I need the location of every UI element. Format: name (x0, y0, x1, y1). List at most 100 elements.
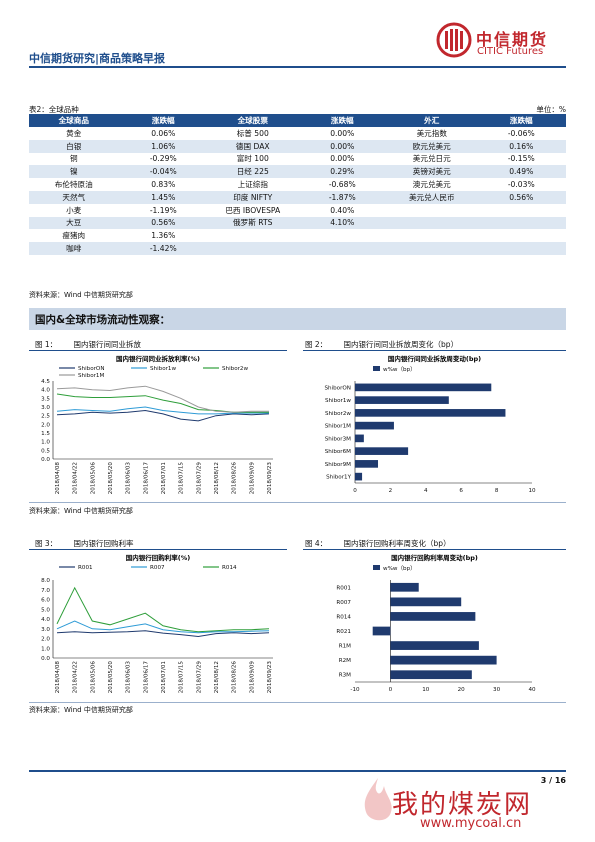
table-cell: 美元兑人民币 (387, 190, 477, 204)
x-tick-label: 4 (424, 488, 428, 494)
x-tick-label: 0 (353, 488, 357, 494)
bar (355, 383, 492, 392)
bar (390, 597, 462, 607)
figure-row-2-bottom-rule (29, 702, 566, 703)
chart-title: 国内银行间同业拆放周变动(bp) (388, 354, 481, 363)
table-row: 小麦 -1.19% 巴西 IBOVESPA 0.40% (29, 204, 566, 217)
table-row: 白银 1.06% 德国 DAX 0.00% 欧元兑美元 0.16% (29, 139, 566, 153)
category-label: Shibor6M (325, 449, 351, 455)
table-header-cell: 全球股票 (208, 114, 298, 127)
figure-row-1-bottom-rule (29, 502, 566, 503)
category-label: R014 (336, 614, 351, 620)
table-cell: 美元指数 (416, 128, 447, 138)
table-cell: -1.42% (118, 242, 208, 255)
y-tick-label: 3.0 (41, 627, 50, 633)
table-cell (297, 242, 387, 255)
table-cell: 黄金 (66, 128, 82, 138)
table-cell: 镍 (29, 165, 119, 179)
x-tick-label: 2018/05/06 (90, 462, 96, 495)
table-row: 镍 -0.04% 日经 225 0.29% 英镑对美元 0.49% (29, 165, 566, 179)
table-cell: 瘦猪肉 (62, 231, 86, 241)
x-tick-label: 2018/09/09 (249, 462, 255, 495)
x-tick-label: 10 (528, 488, 536, 494)
table-cell: 0.40% (330, 205, 355, 215)
x-tick-label: 2018/04/08 (55, 462, 61, 495)
table-row: 布伦特原油 0.83% 上证综指 -0.68% 澳元兑美元 -0.03% (29, 178, 566, 191)
x-tick-label: 2018/04/22 (73, 661, 79, 693)
category-label: R021 (336, 629, 351, 635)
table-cell: -0.03% (507, 180, 535, 190)
table-cell: -1.87% (297, 190, 387, 204)
figure-3-chart: 国内银行回购利率(%) R001 R007 R014 0.0 1.0 2.0 3.0 4.0 5.… (29, 550, 287, 700)
x-tick-label: 2018/09/23 (267, 462, 273, 495)
figure-4-text: 国内银行回购利率周变化（bp） (343, 539, 451, 548)
category-label: Shibor3M (325, 436, 351, 442)
table-cell: 1.45% (118, 190, 208, 204)
flame-watermark-icon (364, 778, 392, 821)
table-cell: 标普 500 (236, 128, 269, 138)
table-cell: 澳元兑美元 (412, 180, 451, 190)
table-cell (477, 204, 567, 217)
table-cell (387, 229, 477, 242)
y-tick-label: 2.0 (41, 422, 50, 428)
table-source: 资料来源：Wind 中信期货研究部 (29, 291, 133, 299)
table-cell: 印度 NIFTY (208, 190, 298, 204)
table-cell: 俄罗斯 RTS (208, 216, 298, 230)
series-line (56, 630, 270, 638)
bar (355, 472, 363, 481)
logo-english: CITIC Futures (477, 46, 544, 57)
bar (355, 434, 364, 443)
table-row: 天然气 1.45% 印度 NIFTY -1.87% 美元兑人民币 0.56% (29, 190, 566, 204)
category-label: R3M (339, 673, 351, 679)
x-tick-label: 30 (493, 687, 501, 693)
bar (355, 421, 394, 430)
x-tick-label: 2018/08/12 (214, 661, 220, 693)
table-cell: -0.06% (507, 128, 535, 138)
bar (372, 626, 391, 636)
x-tick-label: 2018/08/12 (214, 462, 220, 494)
x-tick-label: 2018/06/17 (143, 661, 149, 694)
table-cell: 0.49% (476, 165, 566, 179)
table-unit: 单位：% (536, 105, 566, 114)
table-cell: 小麦 (66, 205, 82, 215)
table-header-cell: 涨跌幅 (118, 114, 208, 127)
table-cell: -0.04% (118, 165, 208, 179)
figure-1-rule (29, 350, 287, 351)
x-tick-label: 8 (495, 488, 499, 494)
y-tick-label: 4.0 (41, 617, 50, 623)
series-line (56, 586, 270, 633)
table-cell: -0.29% (149, 154, 177, 164)
x-tick-label: 2018/05/20 (108, 661, 114, 694)
bar (390, 641, 479, 650)
legend-label: w%w（bp） (383, 565, 416, 572)
logo-chinese: 中信期货 (476, 30, 549, 49)
figure-1-caption: 图 1： 国内银行间同业拆放 (35, 339, 141, 350)
figure-3-number: 图 3： (35, 539, 58, 548)
category-label: Shibor1M (325, 424, 351, 430)
table-row: 咖啡 -1.42% (29, 242, 566, 255)
y-tick-label: 4.5 (41, 379, 50, 385)
y-tick-label: 8.0 (41, 578, 50, 584)
category-label: Shibor1w (325, 398, 351, 404)
series-line (56, 409, 270, 422)
table-cell: 0.29% (297, 165, 387, 179)
x-tick-label: 2018/05/06 (90, 661, 96, 694)
legend-label: Shibor1M (78, 373, 104, 379)
table-header-cell: 全球商品 (29, 114, 119, 127)
x-tick-label: 10 (422, 687, 430, 693)
y-tick-label: 1.0 (41, 440, 50, 446)
figure-2-caption: 图 2： 国内银行间同业拆放周变化（bp） (305, 339, 458, 350)
table-cell: 天然气 (29, 190, 119, 204)
x-tick-label: 2018/06/03 (126, 661, 132, 694)
figure-2-text: 国内银行间同业拆放周变化（bp） (343, 340, 459, 349)
x-tick-label: 2018/04/08 (55, 661, 61, 694)
category-label: Shibor2w (325, 411, 351, 417)
bar (390, 612, 476, 621)
table-cell (208, 242, 298, 255)
series-line (56, 620, 270, 634)
table-row: 铜 -0.29% 富时 100 0.00% 美元兑日元 -0.15% (29, 153, 566, 166)
footer-rule (29, 770, 566, 772)
table-cell: 0.83% (151, 180, 176, 190)
figure-1-chart: 国内银行间同业拆放利率(%) ShiborON Shibor1w Shibor2w Sh… (29, 351, 287, 501)
table-cell: -0.15% (507, 154, 535, 164)
